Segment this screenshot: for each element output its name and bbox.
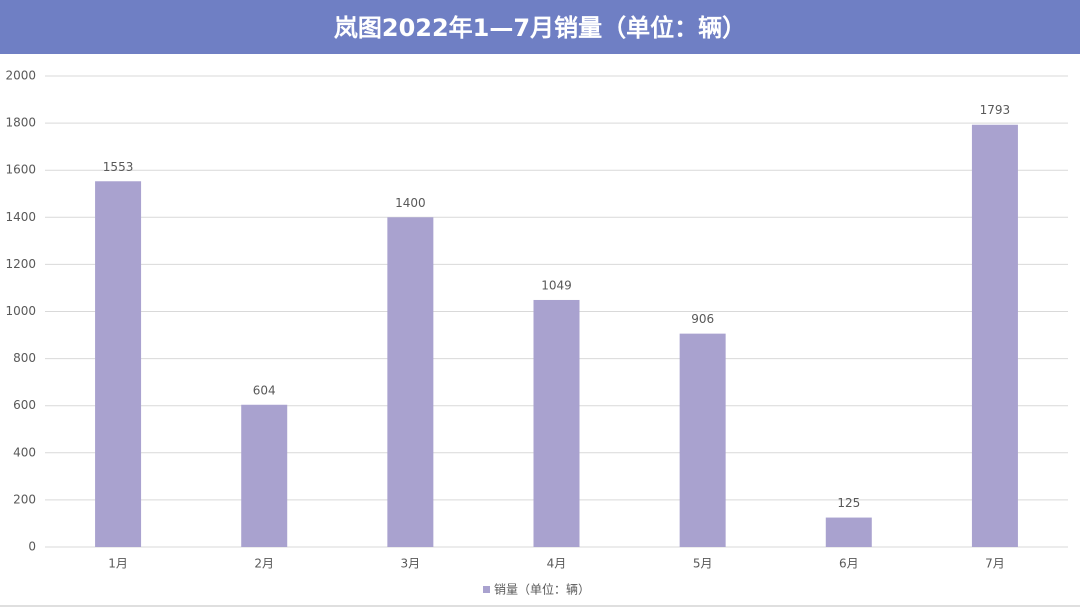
data-label: 125 — [837, 496, 860, 510]
title-bar — [0, 0, 1080, 54]
data-label: 1049 — [541, 278, 572, 292]
y-tick-label: 2000 — [5, 69, 36, 83]
y-tick-label: 1800 — [5, 116, 36, 130]
bar — [533, 299, 580, 547]
data-label: 906 — [691, 312, 714, 326]
data-label: 1400 — [395, 196, 426, 210]
x-tick-label: 3月 — [401, 557, 421, 571]
x-tick-label: 4月 — [547, 557, 567, 571]
bar — [825, 517, 872, 547]
x-tick-label: 1月 — [108, 557, 128, 571]
x-tick-label: 2月 — [254, 557, 274, 571]
y-tick-label: 200 — [13, 492, 36, 506]
x-tick-label: 6月 — [839, 557, 859, 571]
y-tick-label: 1000 — [5, 304, 36, 318]
y-tick-label: 1200 — [5, 257, 36, 271]
bar — [679, 333, 726, 547]
y-tick-label: 400 — [13, 445, 36, 459]
y-tick-label: 1400 — [5, 210, 36, 224]
x-tick-label: 7月 — [985, 557, 1005, 571]
data-label: 1553 — [103, 160, 134, 174]
y-tick-label: 0 — [28, 540, 36, 554]
bar — [241, 404, 288, 547]
y-tick-label: 600 — [13, 398, 36, 412]
legend-swatch — [483, 586, 490, 593]
bar — [95, 181, 142, 547]
bar — [971, 124, 1018, 547]
bar — [387, 217, 434, 548]
legend-label: 销量（单位：辆） — [494, 582, 590, 597]
data-label: 1793 — [980, 103, 1011, 117]
y-tick-label: 1600 — [5, 163, 36, 177]
x-tick-label: 5月 — [693, 557, 713, 571]
data-label: 604 — [253, 383, 276, 397]
y-tick-label: 800 — [13, 351, 36, 365]
chart-title: 岚图2022年1—7月销量（单位：辆） — [334, 14, 746, 42]
